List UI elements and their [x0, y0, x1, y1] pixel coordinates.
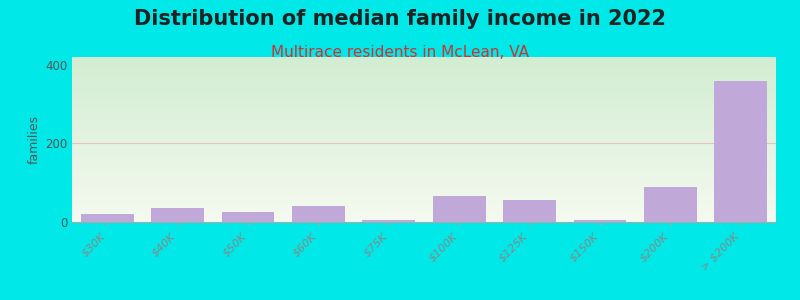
- Bar: [574, 220, 626, 222]
- Y-axis label: families: families: [28, 115, 41, 164]
- Bar: [81, 214, 134, 222]
- Bar: [292, 206, 345, 222]
- Text: Multirace residents in McLean, VA: Multirace residents in McLean, VA: [271, 45, 529, 60]
- Bar: [714, 81, 767, 222]
- Text: Distribution of median family income in 2022: Distribution of median family income in …: [134, 9, 666, 29]
- Bar: [362, 220, 415, 222]
- Bar: [644, 187, 697, 222]
- Bar: [433, 196, 486, 222]
- Bar: [222, 212, 274, 222]
- Bar: [503, 200, 556, 222]
- Bar: [151, 208, 204, 222]
